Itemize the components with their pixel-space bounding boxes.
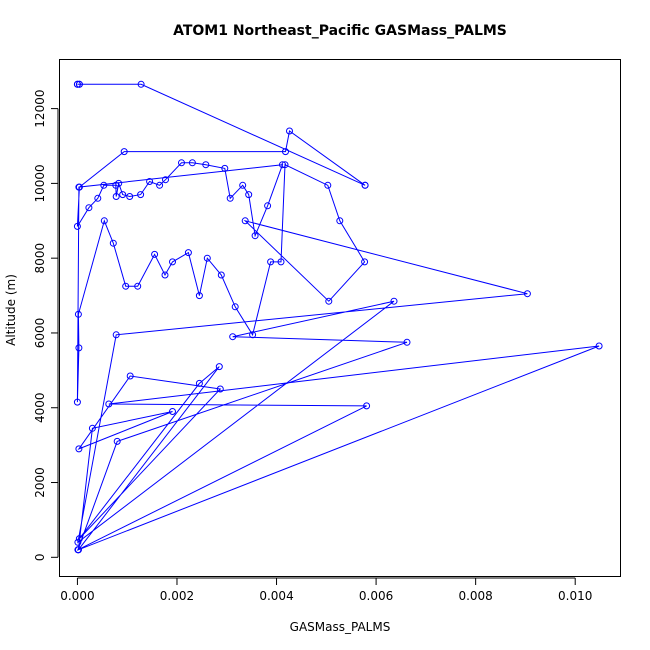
data-point bbox=[595, 342, 603, 350]
x-tick-label: 0.004 bbox=[259, 589, 293, 603]
y-axis-label: Altitude (m) bbox=[4, 274, 18, 346]
data-point bbox=[88, 424, 96, 432]
y-tick-label: 6000 bbox=[33, 318, 47, 349]
data-point bbox=[74, 310, 82, 318]
data-point bbox=[137, 191, 145, 199]
data-point bbox=[267, 258, 275, 266]
y-tick-label: 10000 bbox=[33, 164, 47, 202]
series-layer bbox=[73, 80, 603, 554]
y-tick-label: 2000 bbox=[33, 467, 47, 498]
data-point bbox=[126, 372, 134, 380]
data-point bbox=[113, 437, 121, 445]
data-point bbox=[229, 333, 237, 341]
data-point bbox=[75, 535, 83, 543]
data-point bbox=[203, 254, 211, 262]
data-point bbox=[137, 80, 145, 88]
data-point bbox=[169, 408, 176, 415]
data-point bbox=[324, 181, 332, 189]
data-point bbox=[120, 148, 128, 156]
data-point bbox=[156, 181, 164, 189]
plot-frame bbox=[59, 59, 621, 577]
data-point bbox=[215, 363, 223, 371]
x-tick-label: 0.008 bbox=[458, 589, 492, 603]
data-point bbox=[119, 191, 127, 199]
data-point bbox=[281, 161, 289, 169]
x-tick-label: 0.010 bbox=[558, 589, 592, 603]
data-point bbox=[73, 80, 81, 88]
data-point bbox=[251, 232, 259, 240]
data-point bbox=[115, 179, 123, 187]
data-point bbox=[85, 204, 93, 212]
data-point bbox=[363, 402, 371, 410]
data-point bbox=[74, 538, 82, 546]
x-axis: 0.000 0.002 0.004 0.006 0.008 0.010 bbox=[60, 577, 592, 603]
x-axis-label: GASMass_PALMS bbox=[290, 620, 391, 634]
data-point bbox=[184, 249, 192, 257]
data-point bbox=[226, 194, 234, 202]
data-point bbox=[361, 258, 369, 266]
data-point bbox=[134, 282, 142, 290]
data-point bbox=[162, 176, 169, 184]
data-point bbox=[146, 178, 154, 185]
data-point bbox=[361, 181, 369, 189]
data-point bbox=[282, 148, 289, 156]
x-tick-label: 0.002 bbox=[160, 589, 194, 603]
data-point bbox=[325, 297, 333, 305]
y-tick-label: 0 bbox=[33, 553, 47, 561]
data-point bbox=[75, 183, 83, 191]
data-point bbox=[279, 161, 286, 169]
data-point bbox=[221, 164, 229, 172]
data-point bbox=[202, 161, 210, 169]
y-tick-label: 8000 bbox=[33, 243, 47, 274]
data-point bbox=[73, 222, 81, 230]
data-point bbox=[75, 445, 83, 453]
data-point bbox=[100, 181, 108, 189]
data-point bbox=[100, 217, 108, 225]
data-point bbox=[109, 239, 117, 247]
x-tick-label: 0.006 bbox=[359, 589, 393, 603]
data-point bbox=[336, 217, 344, 225]
data-point bbox=[286, 127, 293, 135]
data-point bbox=[231, 303, 239, 311]
data-point bbox=[105, 400, 113, 408]
series-0 bbox=[73, 80, 603, 554]
data-point bbox=[161, 271, 169, 279]
data-point bbox=[151, 250, 159, 258]
data-point bbox=[74, 546, 82, 554]
x-tick-label: 0.000 bbox=[60, 589, 94, 603]
data-point bbox=[122, 282, 130, 290]
y-tick-label: 12000 bbox=[33, 90, 47, 128]
data-point bbox=[249, 331, 257, 339]
data-point bbox=[403, 338, 411, 346]
data-point bbox=[390, 297, 398, 305]
data-point bbox=[112, 331, 120, 339]
data-point bbox=[241, 217, 249, 225]
chart-title: ATOM1 Northeast_Pacific GASMass_PALMS bbox=[173, 23, 507, 39]
data-point bbox=[245, 191, 253, 199]
data-point bbox=[188, 159, 196, 167]
data-point bbox=[239, 181, 247, 189]
data-point bbox=[195, 292, 203, 300]
data-point bbox=[75, 344, 83, 352]
data-point bbox=[169, 258, 176, 266]
data-point bbox=[217, 271, 225, 279]
data-point bbox=[94, 194, 102, 202]
data-point bbox=[523, 290, 531, 298]
series-line bbox=[76, 83, 600, 551]
data-point bbox=[126, 193, 134, 200]
data-point bbox=[75, 80, 83, 88]
data-point bbox=[277, 258, 285, 266]
data-point bbox=[112, 193, 120, 200]
data-point bbox=[216, 385, 224, 393]
data-point bbox=[195, 379, 203, 387]
data-point bbox=[73, 398, 81, 406]
data-point bbox=[178, 159, 185, 167]
data-point bbox=[264, 202, 272, 210]
y-tick-label: 4000 bbox=[33, 392, 47, 423]
y-axis: 0 2000 4000 6000 8000 10000 12000 bbox=[33, 90, 59, 561]
